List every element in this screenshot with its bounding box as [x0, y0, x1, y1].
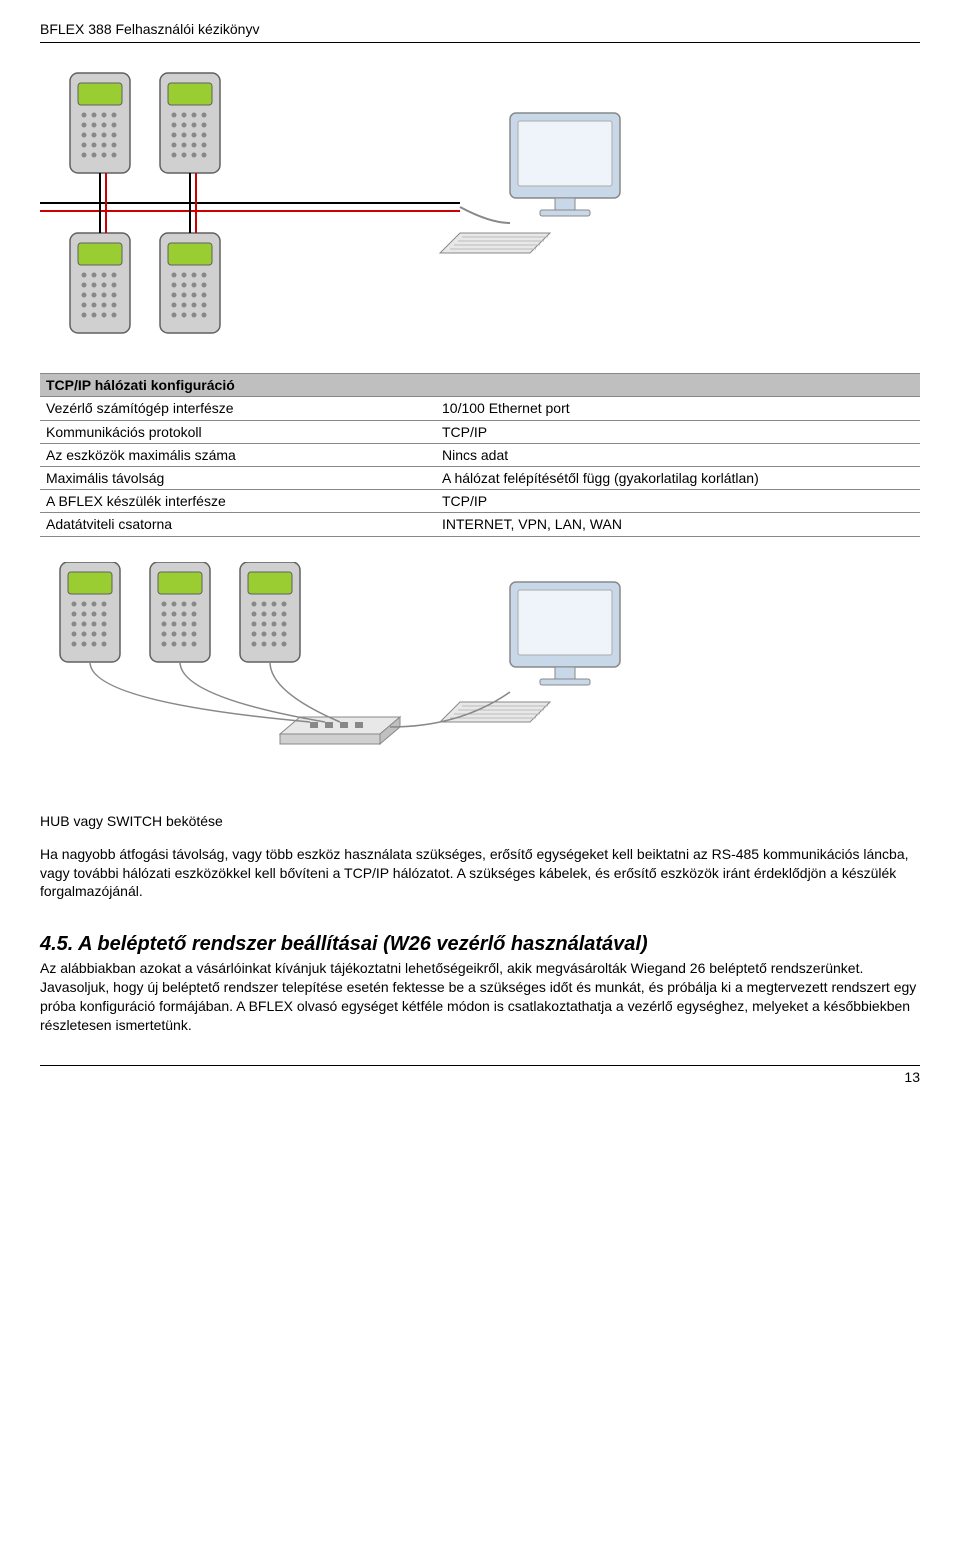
- network-diagram-1: [40, 63, 920, 343]
- network-diagram-2: [40, 562, 920, 782]
- diagram2-caption: HUB vagy SWITCH bekötése: [40, 812, 920, 830]
- cell: TCP/IP: [436, 420, 920, 443]
- cell: A BFLEX készülék interfésze: [40, 490, 436, 513]
- cell: INTERNET, VPN, LAN, WAN: [436, 513, 920, 536]
- cell: A hálózat felépítésétől függ (gyakorlati…: [436, 466, 920, 489]
- section-title: 4.5. A beléptető rendszer beállításai (W…: [40, 931, 920, 957]
- doc-header: BFLEX 388 Felhasználói kézikönyv: [40, 20, 920, 38]
- footer-rule: [40, 1065, 920, 1066]
- cell: 10/100 Ethernet port: [436, 397, 920, 420]
- section-body: Az alábbiakban azokat a vásárlóinkat kív…: [40, 959, 920, 1035]
- cell: Maximális távolság: [40, 466, 436, 489]
- config-table: TCP/IP hálózati konfiguráció Vezérlő szá…: [40, 373, 920, 536]
- table-header: TCP/IP hálózati konfiguráció: [40, 374, 920, 397]
- cell: Az eszközök maximális száma: [40, 443, 436, 466]
- cell: Vezérlő számítógép interfésze: [40, 397, 436, 420]
- cell: Kommunikációs protokoll: [40, 420, 436, 443]
- cell: TCP/IP: [436, 490, 920, 513]
- cell: Nincs adat: [436, 443, 920, 466]
- cell: Adatátviteli csatorna: [40, 513, 436, 536]
- page-number: 13: [40, 1068, 920, 1086]
- header-rule: [40, 42, 920, 43]
- paragraph: Ha nagyobb átfogási távolság, vagy több …: [40, 845, 920, 902]
